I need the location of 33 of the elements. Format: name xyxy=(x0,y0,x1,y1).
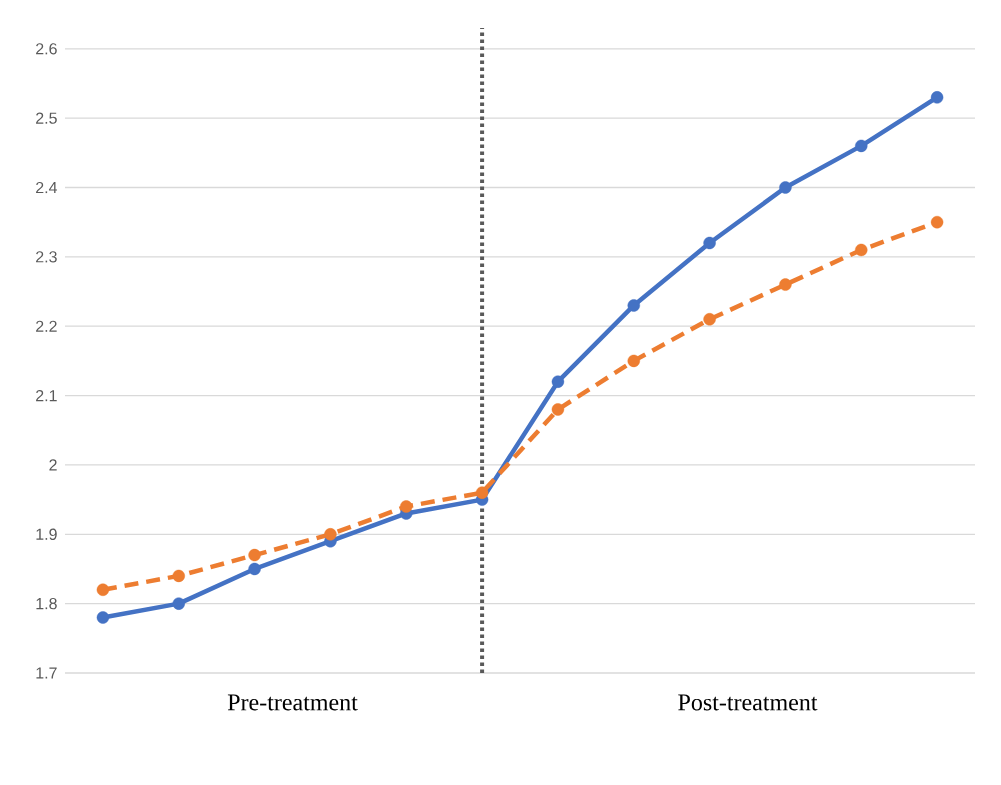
point xyxy=(172,569,185,583)
y-tick-label: 2.5 xyxy=(36,112,57,124)
point xyxy=(855,243,868,257)
y-tick-label: 2 xyxy=(49,459,57,471)
point xyxy=(855,139,868,153)
point xyxy=(551,403,565,416)
y-tick-label: 2.2 xyxy=(36,320,57,332)
point xyxy=(248,548,261,562)
text: Pre-treatment xyxy=(227,694,358,711)
point xyxy=(703,313,716,326)
text: Post-treatment xyxy=(678,694,818,711)
y-tick-label: 2.3 xyxy=(36,251,57,263)
point xyxy=(400,500,413,513)
point xyxy=(96,583,110,596)
point xyxy=(627,354,640,368)
point xyxy=(779,181,792,194)
y-tick-label: 1.9 xyxy=(36,528,57,540)
point xyxy=(930,215,944,229)
point xyxy=(172,597,185,610)
y-tick-label: 1.7 xyxy=(36,667,57,679)
point xyxy=(324,528,337,541)
y-tick-label: 2.4 xyxy=(36,181,58,194)
point xyxy=(96,611,110,624)
point xyxy=(248,562,261,576)
point xyxy=(779,278,792,291)
point xyxy=(930,91,944,104)
y-tick-label: 1.8 xyxy=(36,597,57,610)
point xyxy=(703,236,716,250)
point xyxy=(551,375,565,388)
point xyxy=(627,299,640,312)
y-tick-label: 2.1 xyxy=(36,389,57,402)
point xyxy=(475,486,489,499)
y-tick-label: 2.6 xyxy=(36,43,57,55)
